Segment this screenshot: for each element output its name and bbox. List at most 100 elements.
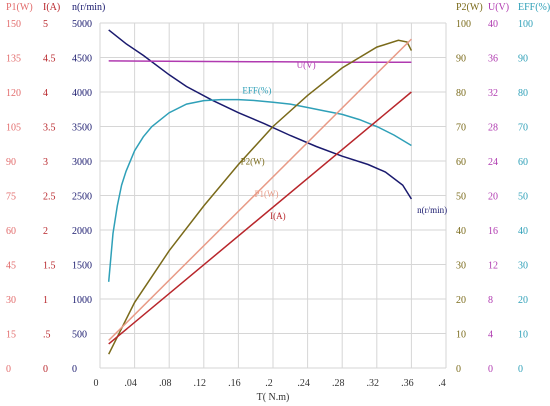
left-axis-tick-label: 1500 [72, 261, 92, 272]
left-axis-tick-label: 4.5 [43, 54, 56, 65]
left-axis-tick-label: 500 [72, 330, 87, 341]
left-axis-tick-label: 150 [6, 19, 21, 30]
right-axis-tick-label: 12 [488, 261, 498, 272]
left-axis-header: n(r/min) [72, 2, 105, 13]
right-axis-tick-label: 10 [456, 330, 466, 341]
series-line [108, 91, 412, 345]
chart-grid [99, 22, 447, 369]
left-axis-tick-label: 75 [6, 192, 16, 203]
left-axis-tick-label: 4000 [72, 88, 92, 99]
series-annotation: n(r/min) [417, 205, 447, 215]
left-axis-tick-label: 4 [43, 88, 48, 99]
left-axis-tick-label: 0 [6, 364, 11, 375]
left-axis-tick-label: 60 [6, 226, 16, 237]
left-axis-tick-label: 3500 [72, 123, 92, 134]
x-axis-tick-label: .4 [438, 378, 446, 389]
right-axis-tick-label: 4 [488, 330, 493, 341]
left-axis-tick-label: 3.5 [43, 123, 56, 134]
right-axis-tick-label: 0 [518, 364, 523, 375]
x-axis-tick-label: .32 [367, 378, 380, 389]
left-axis-tick-label: 45 [6, 261, 16, 272]
right-axis-tick-label: 20 [488, 192, 498, 203]
left-axis-tick-label: 135 [6, 54, 21, 65]
right-axis-tick-label: 36 [488, 54, 498, 65]
series-annotation: I(A) [270, 211, 286, 221]
left-axis-tick-label: 0 [43, 364, 48, 375]
right-axis-tick-label: 60 [518, 157, 528, 168]
x-axis-tick-label: .2 [265, 378, 273, 389]
right-axis-tick-label: 50 [518, 192, 528, 203]
x-axis-tick-label: .04 [124, 378, 137, 389]
right-axis-tick-label: 20 [518, 295, 528, 306]
right-axis-tick-label: 16 [488, 226, 498, 237]
right-axis-tick-label: 90 [456, 54, 466, 65]
right-axis-header: U(V) [488, 2, 509, 13]
right-axis-tick-label: 32 [488, 88, 498, 99]
left-axis-header: I(A) [43, 2, 60, 13]
series-line [108, 39, 413, 355]
x-axis-tick-label: .16 [228, 378, 241, 389]
x-axis-tick-label: .08 [159, 378, 172, 389]
series-annotation: EFF(%) [242, 86, 271, 96]
left-axis-tick-label: 2 [43, 226, 48, 237]
x-axis-tick-label: .36 [401, 378, 414, 389]
right-axis-tick-label: 40 [456, 226, 466, 237]
right-axis-tick-label: 80 [456, 88, 466, 99]
right-axis-tick-label: 60 [456, 157, 466, 168]
right-axis-header: EFF(%) [518, 2, 550, 13]
left-axis-tick-label: 1 [43, 295, 48, 306]
right-axis-tick-label: 10 [518, 330, 528, 341]
right-axis-tick-label: 30 [456, 261, 466, 272]
right-axis-tick-label: 100 [518, 19, 533, 30]
left-axis-tick-label: 90 [6, 157, 16, 168]
x-axis-tick-label: 0 [94, 378, 99, 389]
x-axis: 0 .04 .08 .12 .16 .2 .24 .28 .32 .36 .4 [94, 378, 446, 389]
right-axis-tick-label: 24 [488, 157, 498, 168]
series-line [108, 29, 413, 200]
left-axis-tick-label: 3000 [72, 157, 92, 168]
x-axis-tick-label: .12 [194, 378, 207, 389]
right-axis-tick-label: 70 [518, 123, 528, 134]
left-axis-tick-label: 120 [6, 88, 21, 99]
series-annotation: P1(W) [255, 189, 279, 199]
right-axis-tick-label: 90 [518, 54, 528, 65]
series-line [108, 38, 412, 341]
left-axis-tick-label: 105 [6, 123, 21, 134]
chart-annotations: U(V) EFF(%) P2(W) P1(W) I(A) n(r/min) [241, 60, 447, 221]
right-axis-tick-label: 0 [456, 364, 461, 375]
right-axis-tick-label: 70 [456, 123, 466, 134]
series-line [107, 98, 412, 282]
right-axis-tick-label: 0 [488, 364, 493, 375]
left-axis-tick-label: 5 [43, 19, 48, 30]
series-annotation: U(V) [297, 60, 316, 70]
right-axis-tick-label: 8 [488, 295, 493, 306]
left-axis-tick-label: 3 [43, 157, 48, 168]
x-axis-tick-label: .28 [332, 378, 345, 389]
right-axis-tick-label: 28 [488, 123, 498, 134]
left-axis-tick-label: 2000 [72, 226, 92, 237]
series-line [108, 60, 412, 63]
left-axis-header: P1(W) [6, 2, 33, 13]
right-axis-tick-label: 100 [456, 19, 471, 30]
left-axis-tick-label: 5000 [72, 19, 92, 30]
left-axis-tick-label: 2500 [72, 192, 92, 203]
left-axis-tick-label: 1000 [72, 295, 92, 306]
left-axis-tick-label: 30 [6, 295, 16, 306]
left-axis-tick-label: 0 [72, 364, 77, 375]
left-axis-tick-label: 2.5 [43, 192, 56, 203]
right-axes: P2(W)1009080706050403020100U(V)403632282… [456, 2, 550, 375]
left-axis-tick-label: .5 [43, 330, 51, 341]
right-axis-header: P2(W) [456, 2, 483, 13]
series-annotation: P2(W) [241, 157, 265, 167]
right-axis-tick-label: 80 [518, 88, 528, 99]
right-axis-tick-label: 50 [456, 192, 466, 203]
right-axis-tick-label: 40 [518, 226, 528, 237]
left-axis-tick-label: 4500 [72, 54, 92, 65]
x-axis-label: T( N.m) [257, 392, 290, 403]
left-axes: P1(W)1501351201059075604530150I(A)54.543… [6, 2, 105, 375]
right-axis-tick-label: 20 [456, 295, 466, 306]
right-axis-tick-label: 30 [518, 261, 528, 272]
left-axis-tick-label: 1.5 [43, 261, 56, 272]
left-axis-tick-label: 15 [6, 330, 16, 341]
